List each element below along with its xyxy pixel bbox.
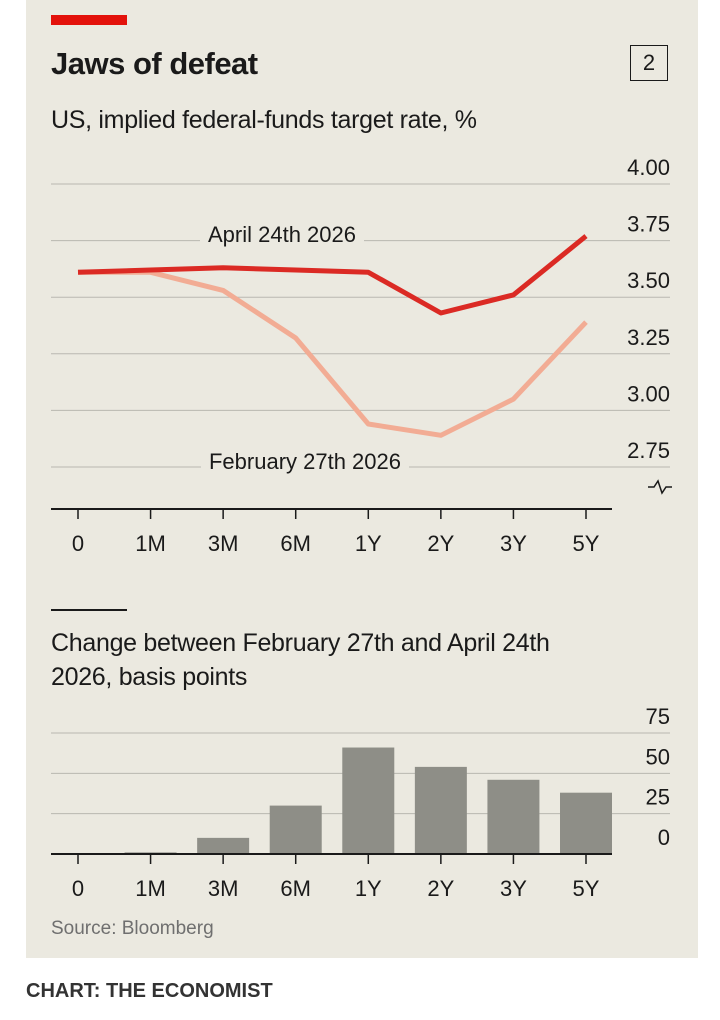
economist-red-tag (51, 15, 127, 25)
chart-title: Jaws of defeat (51, 46, 258, 81)
chart-credit: CHART: THE ECONOMIST (26, 980, 273, 1002)
axis-break-icon (648, 479, 672, 495)
bar-3y (487, 779, 540, 854)
y-tick-3-75: 3.75 (627, 212, 670, 237)
bar-x-tick-3y: 3Y (500, 876, 527, 901)
bar-x-tick-1m: 1M (135, 876, 166, 901)
series-label-april-24th-2026: April 24th 2026 (208, 222, 356, 247)
source-note: Source: Bloomberg (51, 918, 214, 939)
bar-x-tick-5y: 5Y (573, 876, 600, 901)
y-tick-3-00: 3.00 (627, 381, 670, 406)
x-tick-3y: 3Y (500, 531, 527, 556)
bar-2y (414, 766, 467, 854)
y-tick-3-50: 3.50 (627, 268, 670, 293)
bar-x-tick-2y: 2Y (427, 876, 454, 901)
x-tick-6m: 6M (280, 531, 311, 556)
bar-x-tick-0: 0 (72, 876, 84, 901)
bar-y-tick-0: 0 (658, 825, 670, 850)
bar-x-tick-3m: 3M (208, 876, 239, 901)
bar-chart: 75 50 25 0 0 1M 3M 6M 1Y 2Y 3Y 5Y (51, 704, 670, 901)
bar-3m (197, 837, 250, 854)
series-line-february-27th-2026 (78, 269, 588, 438)
x-tick-1m: 1M (135, 531, 166, 556)
x-tick-1y: 1Y (355, 531, 382, 556)
bar-y-tick-25: 25 (646, 785, 670, 810)
series-line-april-24th-2026 (77, 234, 588, 316)
bar-1y (342, 747, 395, 854)
line-chart: 4.00 3.75 3.50 3.25 3.00 2.75 0 1M 3M 6M 1Y 2Y 3Y 5Y A… (51, 155, 672, 556)
x-tick-3m: 3M (208, 531, 239, 556)
bar-5y (560, 792, 612, 854)
bar-6m (269, 805, 322, 854)
section-separator (51, 609, 127, 611)
y-tick-4-00: 4.00 (627, 155, 670, 180)
bar-chart-subtitle: Change between February 27th and April 2… (51, 629, 550, 691)
bar-y-tick-50: 50 (646, 744, 670, 769)
series-label-background (200, 448, 410, 475)
y-tick-2-75: 2.75 (627, 438, 670, 463)
chart-number-badge: 2 (630, 45, 668, 81)
bar-x-tick-6m: 6M (280, 876, 311, 901)
bar-x-tick-1y: 1Y (355, 876, 382, 901)
line-chart-subtitle: US, implied federal-funds target rate, % (51, 106, 477, 134)
series-label-february-27th-2026: February 27th 2026 (209, 449, 401, 474)
y-tick-3-25: 3.25 (627, 325, 670, 350)
x-tick-0: 0 (72, 531, 84, 556)
series-label-background (200, 221, 364, 248)
x-tick-2y: 2Y (427, 531, 454, 556)
x-tick-5y: 5Y (573, 531, 600, 556)
bar-y-tick-75: 75 (646, 704, 670, 729)
